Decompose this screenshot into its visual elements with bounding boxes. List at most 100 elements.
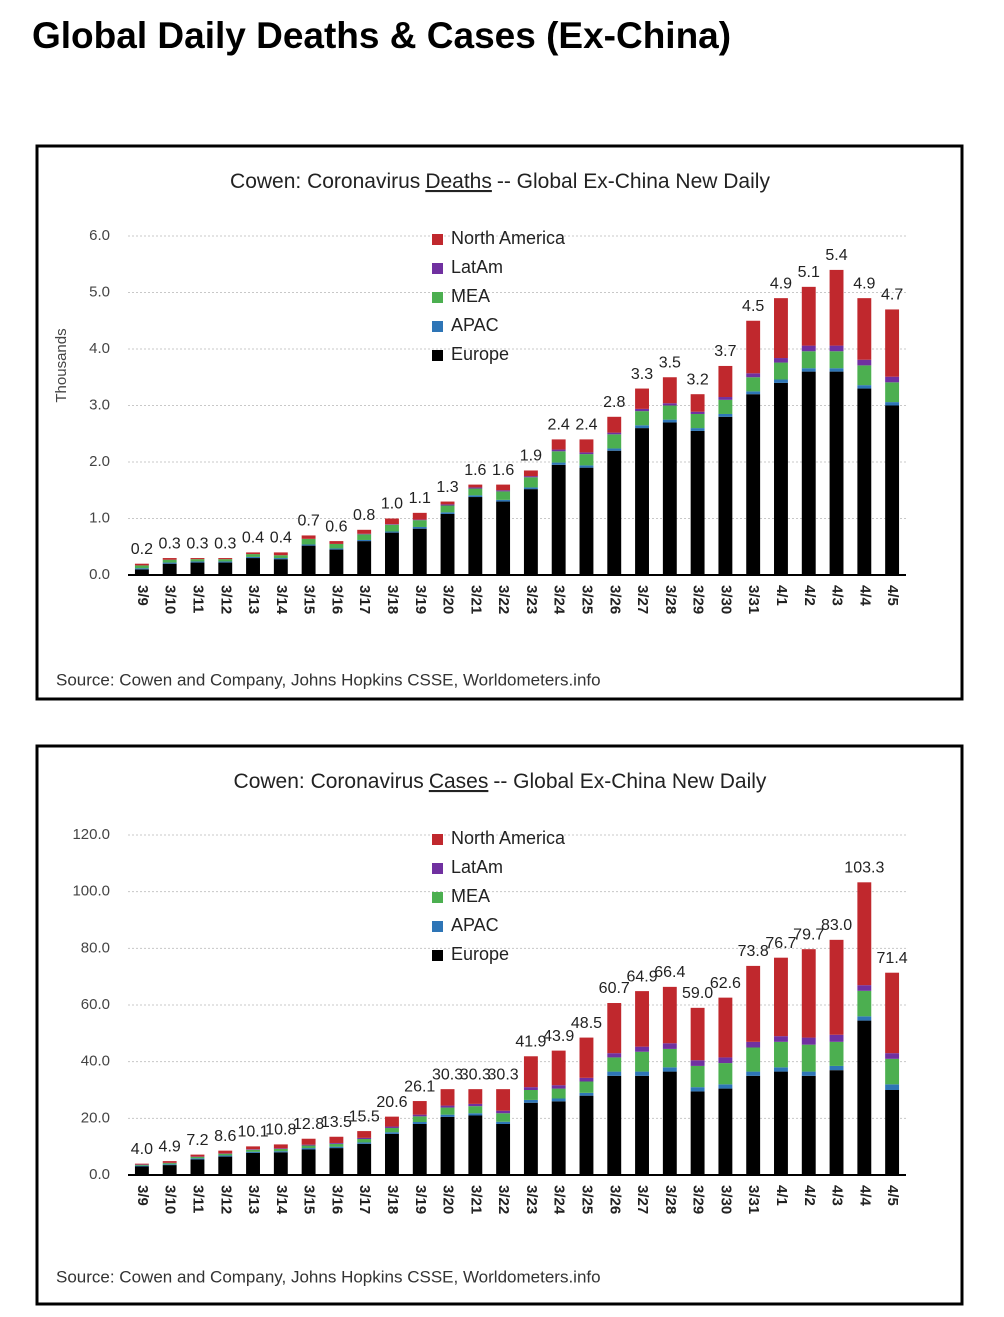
- bar-segment: [162, 562, 177, 564]
- chart-title-part: -- Global Ex-China New Daily: [493, 770, 767, 793]
- bar-segment: [190, 561, 205, 563]
- total-label: 1.0: [381, 496, 403, 513]
- bar-segment: [218, 561, 233, 563]
- bar-segment: [885, 376, 900, 383]
- bar-segment: [607, 434, 622, 449]
- bar-segment: [440, 512, 455, 514]
- total-label: 2.8: [603, 394, 625, 411]
- bar-segment: [162, 1161, 177, 1163]
- bar-segment: [218, 1150, 233, 1154]
- x-tick-label: 3/13: [245, 585, 262, 614]
- bar-segment: [357, 1139, 372, 1143]
- bar-segment: [857, 365, 872, 386]
- page-title: Global Daily Deaths & Cases (Ex-China): [32, 15, 731, 56]
- total-label: 60.7: [599, 980, 630, 997]
- x-tick-label: 3/30: [717, 585, 734, 614]
- bar-segment: [496, 484, 511, 491]
- bar-segment: [829, 269, 844, 346]
- y-tick-label: 100.0: [72, 883, 110, 900]
- total-label: 2.4: [575, 417, 597, 434]
- source-note: Source: Cowen and Company, Johns Hopkins…: [56, 670, 601, 689]
- x-tick-label: 3/28: [662, 585, 679, 614]
- bar-segment: [357, 1137, 372, 1140]
- x-tick-label: 3/12: [217, 585, 234, 614]
- bar-segment: [385, 524, 399, 532]
- bar-segment: [468, 1089, 483, 1104]
- bar-segment: [468, 1103, 483, 1107]
- bar-segment: [551, 1101, 566, 1175]
- bar-segment: [551, 1085, 566, 1089]
- bar-segment: [718, 1088, 733, 1175]
- bar-segment: [273, 552, 288, 556]
- x-tick-label: 3/24: [551, 1185, 568, 1215]
- bar-segment: [857, 990, 872, 1017]
- bar-segment: [885, 402, 900, 406]
- bar-segment: [857, 298, 872, 360]
- x-tick-label: 3/14: [273, 585, 290, 615]
- bar-segment: [746, 377, 761, 392]
- x-tick-label: 3/20: [440, 1185, 457, 1214]
- bar-segment: [496, 1110, 511, 1114]
- x-tick-label: 3/21: [467, 585, 484, 614]
- bar-segment: [246, 1146, 260, 1150]
- bar-segment: [551, 462, 566, 465]
- chart-title: Cowen: Coronavirus Cases -- Global Ex-Chin…: [234, 770, 767, 793]
- x-tick-label: 3/31: [745, 1185, 762, 1214]
- bar-segment: [440, 513, 455, 575]
- bar-segment: [746, 965, 761, 1042]
- y-tick-label: 6.0: [89, 227, 110, 244]
- y-tick-label: 80.0: [81, 939, 110, 956]
- bar-segment: [134, 568, 149, 570]
- legend-swatch: [432, 863, 443, 874]
- bar-segment: [190, 559, 205, 562]
- bar-segment: [468, 487, 483, 489]
- bar-segment: [496, 1089, 511, 1111]
- bar-segment: [246, 558, 260, 575]
- bar-segment: [301, 535, 316, 539]
- bar-segment: [468, 1113, 483, 1116]
- bar-segment: [885, 1058, 900, 1085]
- total-label: 0.4: [270, 530, 292, 547]
- bar-segment: [662, 403, 677, 406]
- total-label: 30.3: [488, 1066, 519, 1083]
- bar-segment: [690, 413, 705, 429]
- bar-segment: [357, 533, 372, 535]
- bar-segment: [607, 448, 622, 451]
- bar-segment: [885, 972, 900, 1054]
- bar-segment: [301, 1148, 316, 1150]
- total-label: 0.7: [297, 513, 319, 530]
- bar-segment: [690, 1007, 705, 1061]
- total-label: 4.9: [159, 1138, 181, 1155]
- bar-segment: [857, 985, 872, 991]
- bar-segment: [162, 1163, 177, 1165]
- bar-segment: [385, 1116, 399, 1127]
- bar-segment: [774, 362, 788, 380]
- bar-segment: [412, 512, 427, 520]
- bar-segment: [746, 1041, 761, 1048]
- chart-title-part: Deaths: [425, 170, 492, 193]
- bar-segment: [246, 552, 260, 555]
- legend-label: North America: [451, 228, 566, 248]
- total-label: 0.8: [353, 507, 375, 524]
- bar-segment: [718, 397, 733, 400]
- bar-segment: [357, 1142, 372, 1144]
- total-label: 103.3: [844, 860, 884, 877]
- bar-segment: [329, 1136, 344, 1143]
- x-tick-label: 3/9: [134, 585, 151, 606]
- bar-segment: [496, 501, 511, 575]
- bar-segment: [162, 563, 177, 575]
- y-tick-label: 40.0: [81, 1053, 110, 1070]
- x-tick-label: 4/2: [801, 585, 818, 606]
- chart-title-part: Cases: [429, 770, 489, 793]
- legend-swatch: [432, 321, 443, 332]
- bar-segment: [523, 477, 538, 488]
- bar-segment: [690, 394, 705, 412]
- bar-segment: [412, 1124, 427, 1175]
- total-label: 48.5: [571, 1015, 602, 1032]
- bar-segment: [440, 1114, 455, 1117]
- bar-segment: [134, 1165, 149, 1167]
- total-label: 26.1: [404, 1078, 435, 1095]
- total-label: 4.7: [881, 287, 903, 304]
- bar-segment: [829, 939, 844, 1035]
